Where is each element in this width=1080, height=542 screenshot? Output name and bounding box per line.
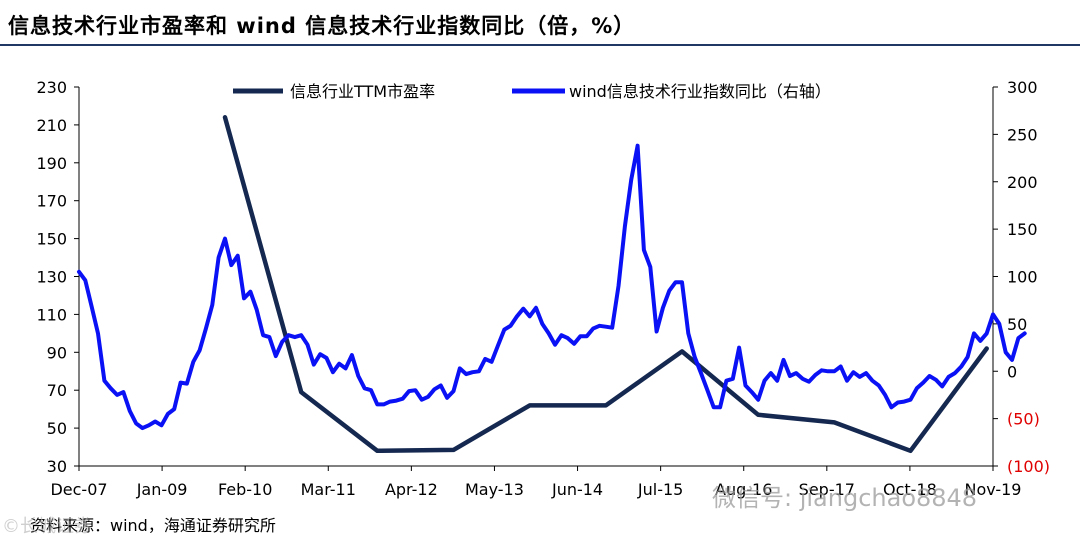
title-divider bbox=[0, 44, 1080, 46]
series-lines bbox=[77, 115, 1027, 454]
x-tick-label: Apr-12 bbox=[385, 480, 438, 499]
x-tick-label: Dec-07 bbox=[50, 480, 107, 499]
right-tick-label: 0 bbox=[1007, 362, 1017, 381]
left-tick-label: 90 bbox=[47, 343, 67, 362]
right-tick-label: 100 bbox=[1007, 268, 1038, 287]
left-tick-label: 210 bbox=[36, 116, 67, 135]
axes: 30 50 70 90 110 130 150 170 190 210 230 (100) (50) 0 5… bbox=[36, 78, 1050, 499]
x-tick-label: Jan-09 bbox=[136, 480, 188, 499]
right-tick-label: 150 bbox=[1007, 220, 1038, 239]
chart-title: 信息技术行业市盈率和 wind 信息技术行业指数同比（倍，%） bbox=[8, 14, 636, 38]
right-tick-label: 300 bbox=[1007, 78, 1038, 97]
corner-watermark: ©长城证券 bbox=[2, 516, 92, 537]
left-tick-label: 130 bbox=[36, 268, 67, 287]
x-tick-label: Mar-11 bbox=[301, 480, 356, 499]
left-tick-label: 70 bbox=[47, 381, 67, 400]
legend-label-yoy: wind信息技术行业指数同比（右轴） bbox=[569, 82, 831, 101]
legend-label-pe: 信息行业TTM市盈率 bbox=[290, 82, 435, 101]
legend: 信息行业TTM市盈率 wind信息技术行业指数同比（右轴） bbox=[233, 82, 831, 101]
x-tick-label: Jul-15 bbox=[637, 480, 683, 499]
x-tick-label: Nov-19 bbox=[965, 480, 1022, 499]
right-tick-label: (50) bbox=[1007, 410, 1040, 429]
left-tick-label: 50 bbox=[47, 419, 67, 438]
x-tick-label: Aug-16 bbox=[715, 480, 772, 499]
x-tick-label: Sep-17 bbox=[799, 480, 855, 499]
x-tick-label: Feb-10 bbox=[218, 480, 272, 499]
right-tick-label: 250 bbox=[1007, 125, 1038, 144]
wechat-watermark: 微信号: jiangchao8848 bbox=[712, 484, 978, 512]
right-tick-label: 200 bbox=[1007, 173, 1038, 192]
left-tick-label: 230 bbox=[36, 78, 67, 97]
x-tick-label: May-13 bbox=[465, 480, 524, 499]
left-tick-label: 190 bbox=[36, 154, 67, 173]
left-tick-label: 110 bbox=[36, 305, 67, 324]
x-tick-label: Oct-18 bbox=[883, 480, 937, 499]
left-tick-label: 30 bbox=[47, 457, 67, 476]
left-tick-label: 150 bbox=[36, 230, 67, 249]
pe-ratio-line bbox=[222, 115, 989, 454]
index-yoy-line bbox=[77, 143, 1027, 431]
x-tick-label: Jun-14 bbox=[551, 480, 603, 499]
right-tick-label: (100) bbox=[1007, 457, 1050, 476]
source-note: 资料来源：wind，海通证券研究所 bbox=[30, 516, 276, 535]
right-tick-label: 50 bbox=[1007, 315, 1027, 334]
left-tick-label: 170 bbox=[36, 192, 67, 211]
